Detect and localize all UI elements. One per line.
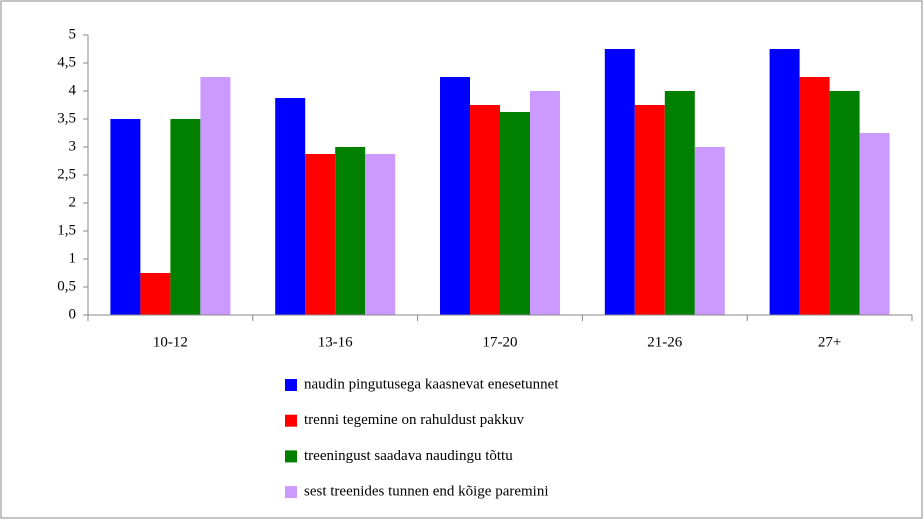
bar [470, 105, 500, 315]
y-tick-label: 5 [69, 26, 77, 42]
bar [140, 273, 171, 315]
x-tick-label: 17-20 [483, 334, 518, 350]
legend-label: naudin pingutusega kaasnevat enesetunnet [304, 376, 559, 392]
bar [799, 77, 830, 315]
bar [305, 154, 336, 315]
legend-swatch [285, 379, 297, 391]
y-tick-label: 0,5 [57, 278, 76, 294]
bar [110, 119, 141, 315]
bar [829, 91, 860, 315]
x-tick-label: 13-16 [318, 334, 353, 350]
legend-label: trenni tegemine on rahuldust pakkuv [304, 412, 524, 428]
y-tick-label: 1 [69, 250, 77, 266]
bar [275, 98, 306, 315]
y-tick-label: 3 [69, 138, 77, 154]
y-tick-label: 4,5 [57, 54, 76, 70]
x-tick-label: 27+ [818, 334, 841, 350]
bar [769, 49, 800, 315]
bar [604, 49, 635, 315]
legend-swatch [285, 486, 297, 499]
bar [500, 112, 530, 315]
y-tick-label: 0 [69, 306, 77, 322]
legend-label: treeningust saadava naudingu tõttu [304, 448, 513, 464]
y-tick-label: 1,5 [57, 222, 76, 238]
bar [200, 77, 231, 315]
bar [664, 91, 695, 315]
bar [530, 91, 560, 315]
legend-swatch [285, 450, 297, 463]
legend-swatch [285, 414, 297, 427]
bar [634, 105, 665, 315]
bar [365, 154, 396, 315]
y-tick-label: 3,5 [57, 110, 76, 126]
bar [694, 147, 725, 315]
y-tick-label: 2,5 [57, 166, 76, 182]
bar [859, 133, 890, 315]
bar [335, 147, 366, 315]
y-tick-label: 4 [69, 82, 77, 98]
x-tick-label: 21-26 [647, 334, 682, 350]
x-tick-label: 10-12 [153, 334, 188, 350]
y-tick-label: 2 [69, 194, 77, 210]
legend-label: sest treenides tunnen end kõige paremini [304, 484, 549, 500]
bar [170, 119, 201, 315]
bar [440, 77, 470, 315]
